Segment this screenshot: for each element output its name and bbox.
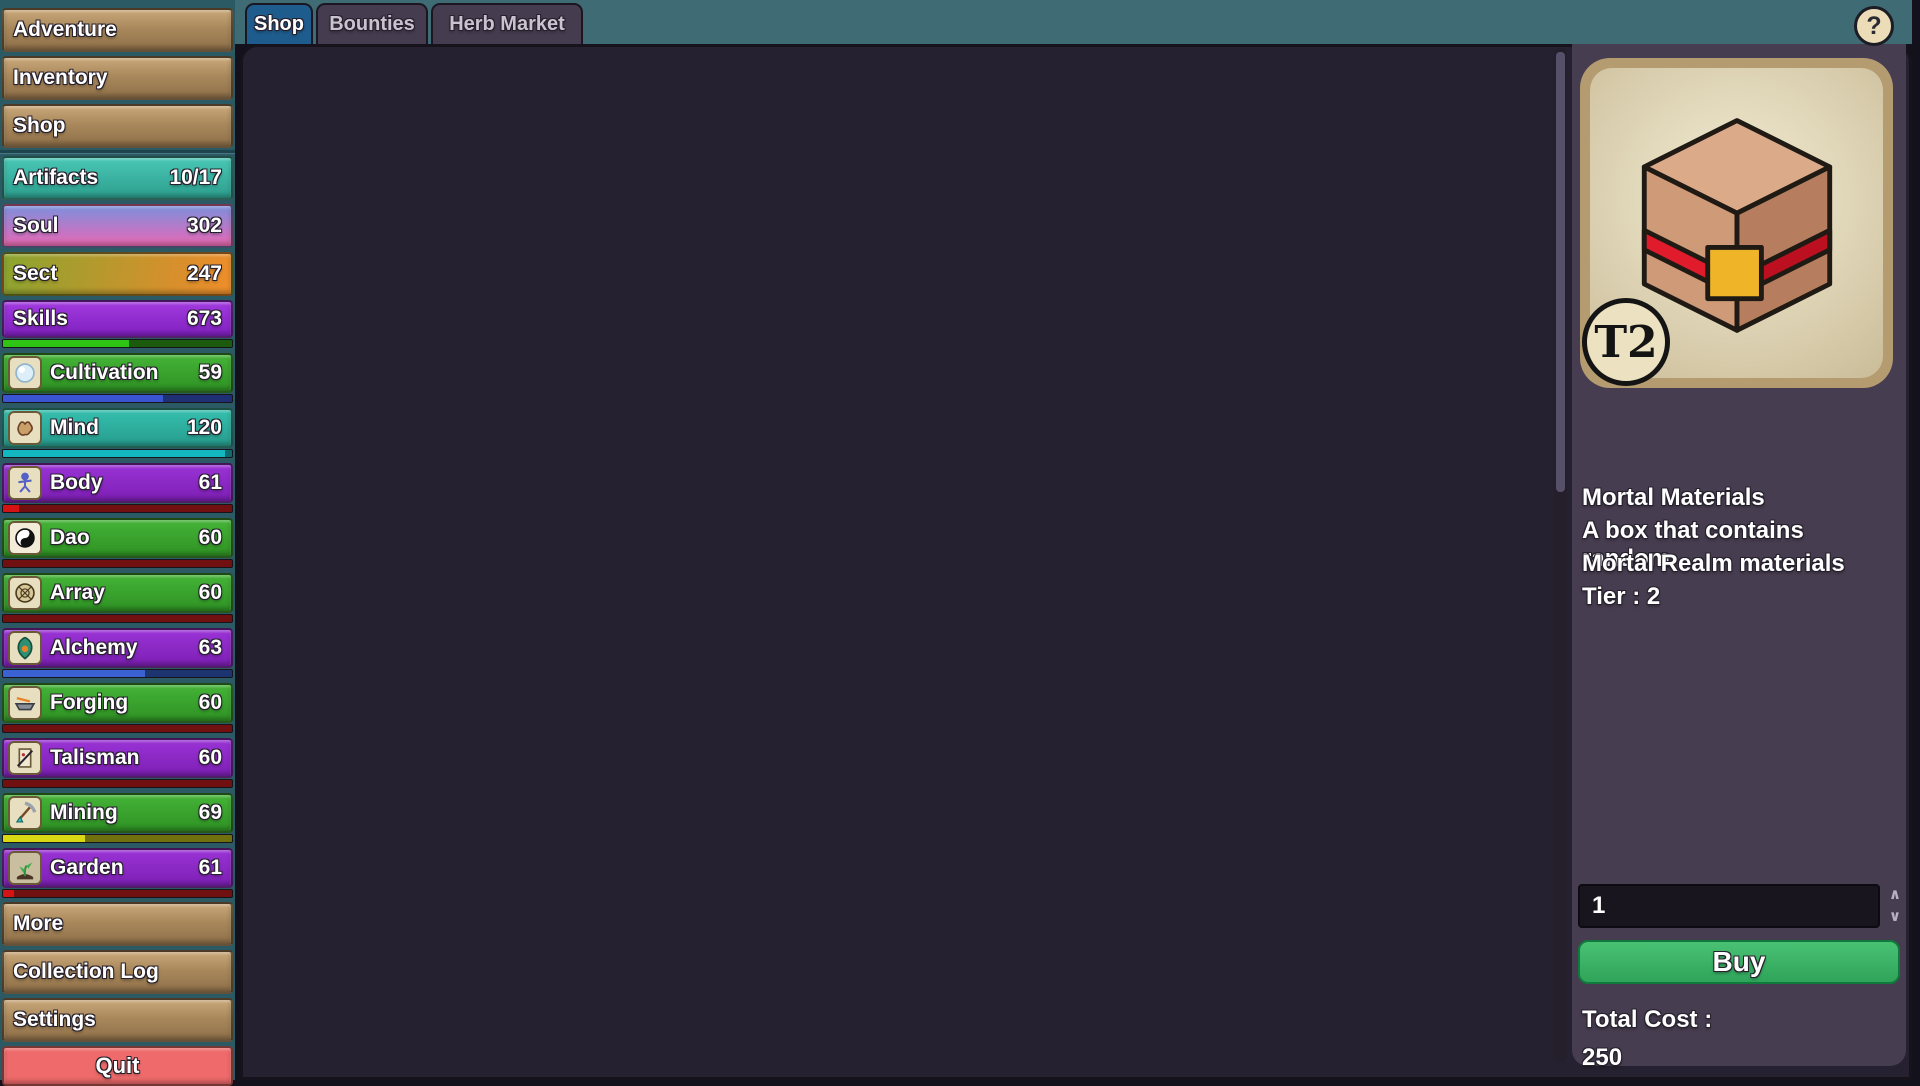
quit-button[interactable]: Quit — [2, 1046, 233, 1086]
help-icon: ? — [1866, 11, 1882, 40]
divider — [0, 150, 235, 154]
item-detail-panel: T2 Mortal Materials A box that contains … — [1572, 44, 1906, 1071]
sidebar-item-forging[interactable]: Forging 60 — [2, 683, 233, 723]
quantity-increment-arrow[interactable]: ∧ — [1888, 886, 1902, 903]
sidebar-item-dao[interactable]: Dao 60 — [2, 518, 233, 558]
tab-herb-market[interactable]: Herb Market — [431, 3, 583, 44]
skills-progress-bar — [2, 339, 233, 348]
total-cost-value: 250 — [1582, 1044, 1623, 1071]
sidebar-item-array[interactable]: Array 60 — [2, 573, 233, 613]
mind-brain-icon — [8, 411, 42, 445]
dao-progress-bar — [2, 559, 233, 568]
mining-pickaxe-icon — [8, 796, 42, 830]
talisman-progress-bar — [2, 779, 233, 788]
talisman-scroll-icon — [8, 741, 42, 775]
tier-badge: T2 — [1582, 298, 1670, 386]
tab-bounties[interactable]: Bounties — [316, 3, 428, 44]
detail-tier: Tier : 2 — [1582, 583, 1661, 610]
cultivation-progress-bar — [2, 394, 233, 403]
mining-progress-bar — [2, 834, 233, 843]
mind-progress-bar — [2, 449, 233, 458]
dao-yinyang-icon — [8, 521, 42, 555]
buy-button[interactable]: Buy — [1578, 940, 1900, 984]
sidebar-item-adventure[interactable]: Adventure — [2, 8, 233, 52]
body-progress-bar — [2, 504, 233, 513]
cultivation-orb-icon — [8, 356, 42, 390]
sidebar-item-shop[interactable]: Shop — [2, 104, 233, 148]
sidebar-item-mind[interactable]: Mind 120 — [2, 408, 233, 448]
selected-item-preview: T2 — [1582, 68, 1883, 386]
detail-description-line2: Mortal Realm materials — [1582, 550, 1845, 577]
box-icon — [1641, 118, 1832, 333]
total-cost-label: Total Cost : — [1582, 1006, 1713, 1033]
sidebar-item-skills[interactable]: Skills 673 — [2, 300, 233, 338]
sidebar: Adventure Inventory Shop Artifacts 10/17… — [0, 0, 235, 1086]
sidebar-item-alchemy[interactable]: Alchemy 63 — [2, 628, 233, 668]
forging-anvil-icon — [8, 686, 42, 720]
alchemy-progress-bar — [2, 669, 233, 678]
sidebar-item-artifacts[interactable]: Artifacts 10/17 — [2, 156, 233, 200]
body-figure-icon — [8, 466, 42, 500]
sidebar-item-more[interactable]: More — [2, 902, 233, 946]
sidebar-item-settings[interactable]: Settings — [2, 998, 233, 1042]
garden-progress-bar — [2, 889, 233, 898]
quantity-input[interactable] — [1578, 884, 1880, 928]
sidebar-item-body[interactable]: Body 61 — [2, 463, 233, 503]
sidebar-item-inventory[interactable]: Inventory — [2, 56, 233, 100]
sidebar-item-mining[interactable]: Mining 69 — [2, 793, 233, 833]
garden-sprout-icon — [8, 851, 42, 885]
sidebar-item-soul[interactable]: Soul 302 — [2, 204, 233, 248]
sidebar-item-garden[interactable]: Garden 61 — [2, 848, 233, 888]
sidebar-item-cultivation[interactable]: Cultivation 59 — [2, 353, 233, 393]
array-disc-icon — [8, 576, 42, 610]
alchemy-spirit-icon — [8, 631, 42, 665]
sidebar-item-collection-log[interactable]: Collection Log — [2, 950, 233, 994]
detail-item-name: Mortal Materials — [1582, 484, 1765, 511]
tab-shop[interactable]: Shop — [245, 3, 313, 44]
help-button[interactable]: ? — [1854, 6, 1894, 46]
forging-progress-bar — [2, 724, 233, 733]
sidebar-item-sect[interactable]: Sect 247 — [2, 252, 233, 296]
selected-item-preview-frame: T2 — [1580, 58, 1893, 388]
array-progress-bar — [2, 614, 233, 623]
scrollbar-thumb[interactable] — [1556, 52, 1565, 492]
quantity-decrement-arrow[interactable]: ∨ — [1888, 908, 1902, 925]
sidebar-item-talisman[interactable]: Talisman 60 — [2, 738, 233, 778]
detail-description-line1: A box that contains random — [1582, 517, 1804, 572]
